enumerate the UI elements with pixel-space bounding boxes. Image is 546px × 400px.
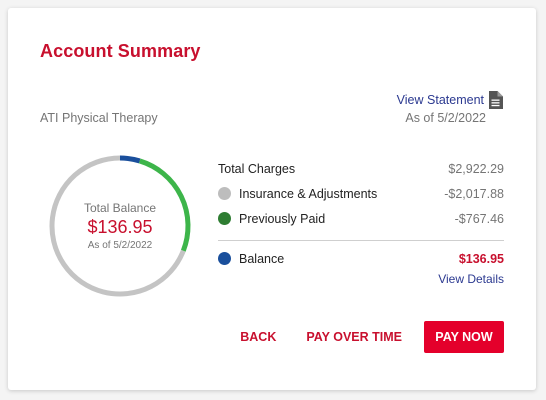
balance-donut-chart [49,155,191,297]
back-button[interactable]: BACK [240,330,277,344]
view-statement-label: View Statement [396,93,484,107]
card-title: Account Summary [40,41,201,61]
insurance-value: -$2,017.88 [444,186,504,201]
total-balance-date: As of 5/2/2022 [87,240,153,251]
donut-segment-previously-paid [138,158,191,252]
action-bar: BACK PAY OVER TIME PAY NOW [210,321,504,353]
donut-center: Total Balance $136.95 As of 5/2/2022 [46,152,194,300]
pay-over-time-button[interactable]: PAY OVER TIME [306,330,402,344]
donut-segment-balance [119,155,141,164]
balance-label: Balance [239,251,285,266]
total-balance-label: Total Balance [83,201,157,215]
view-details-link[interactable]: View Details [438,272,504,286]
total-balance-amount: $136.95 [87,217,153,237]
view-statement-link[interactable]: View Statement [397,91,503,109]
balance-value: $136.95 [458,251,504,266]
summary-list: Total Charges $2,922.29 Insurance & Adju… [218,156,504,286]
account-summary-card: Account Summary ATI Physical Therapy Vie… [8,8,536,390]
previously-paid-dot-icon [218,212,231,225]
previously-paid-value: -$767.46 [454,211,504,226]
provider-name: ATI Physical Therapy [40,111,158,125]
total-charges-row: Total Charges $2,922.29 [218,156,504,181]
insurance-row: Insurance & Adjustments -$2,017.88 [218,181,504,206]
balance-dot-icon [218,252,231,265]
insurance-label: Insurance & Adjustments [239,186,378,201]
statement-block: View Statement As of 5/2/2022 [397,91,503,125]
balance-row: Balance $136.95 [218,246,504,271]
statement-date: As of 5/2/2022 [405,111,486,125]
summary-divider [218,240,504,241]
total-charges-value: $2,922.29 [448,161,504,176]
pay-now-button[interactable]: PAY NOW [424,321,504,353]
donut-segment-insurance-adjustments [49,155,186,297]
previously-paid-label: Previously Paid [239,211,326,226]
total-charges-label: Total Charges [218,161,296,176]
insurance-dot-icon [218,187,231,200]
previously-paid-row: Previously Paid -$767.46 [218,206,504,231]
document-icon [489,91,503,109]
